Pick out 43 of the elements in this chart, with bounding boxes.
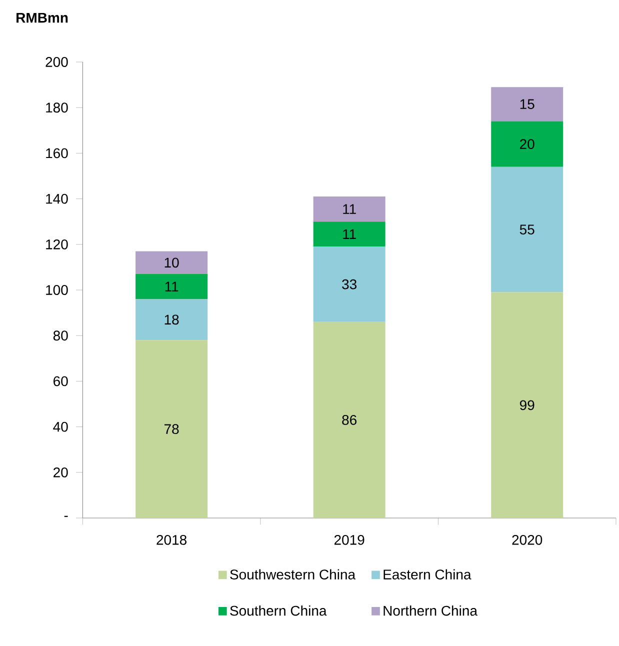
y-tick-label: 60 xyxy=(54,376,68,386)
data-label: 15 xyxy=(520,99,534,110)
bar xyxy=(491,87,564,122)
y-tick-label: 140 xyxy=(46,194,68,204)
data-label: 78 xyxy=(164,424,179,434)
bar xyxy=(491,166,564,292)
data-label: 11 xyxy=(343,229,356,239)
y-tick-label: - xyxy=(64,516,68,517)
y-tick-label: 160 xyxy=(46,148,68,158)
x-tick-label: 2018 xyxy=(156,534,187,545)
y-tick-label: 80 xyxy=(54,330,68,341)
bar xyxy=(136,340,208,518)
x-tick-label: 2019 xyxy=(334,534,364,545)
data-label: 55 xyxy=(520,224,534,234)
bar xyxy=(491,121,564,167)
x-tick-label: 2020 xyxy=(512,534,542,545)
data-label: 18 xyxy=(165,314,179,325)
legend-label: Southern China xyxy=(230,605,327,616)
data-label: 11 xyxy=(343,204,356,214)
data-label: 10 xyxy=(165,258,179,268)
data-label: 33 xyxy=(342,279,357,290)
y-axis-title: RMBmn xyxy=(16,12,68,23)
y-tick-label: 100 xyxy=(46,285,68,295)
bar xyxy=(314,222,386,247)
bar xyxy=(314,322,386,518)
bar xyxy=(136,251,208,274)
y-tick-label: 120 xyxy=(46,239,68,250)
y-tick-label: 20 xyxy=(54,467,68,478)
y-tick-label: 180 xyxy=(46,102,68,113)
y-tick-label: 200 xyxy=(46,57,68,67)
bar xyxy=(136,299,208,340)
data-label: 11 xyxy=(166,282,178,292)
legend-label: Eastern China xyxy=(384,569,472,580)
bar xyxy=(491,292,564,518)
bar xyxy=(314,196,386,222)
legend-label: Northern China xyxy=(384,605,478,616)
data-label: 99 xyxy=(520,400,534,410)
legend-label: Southwestern China xyxy=(230,569,356,580)
data-label: 86 xyxy=(342,415,357,425)
bar xyxy=(314,246,386,322)
bar xyxy=(136,274,208,300)
y-tick-label: 40 xyxy=(53,422,68,432)
data-label: 20 xyxy=(520,139,535,150)
